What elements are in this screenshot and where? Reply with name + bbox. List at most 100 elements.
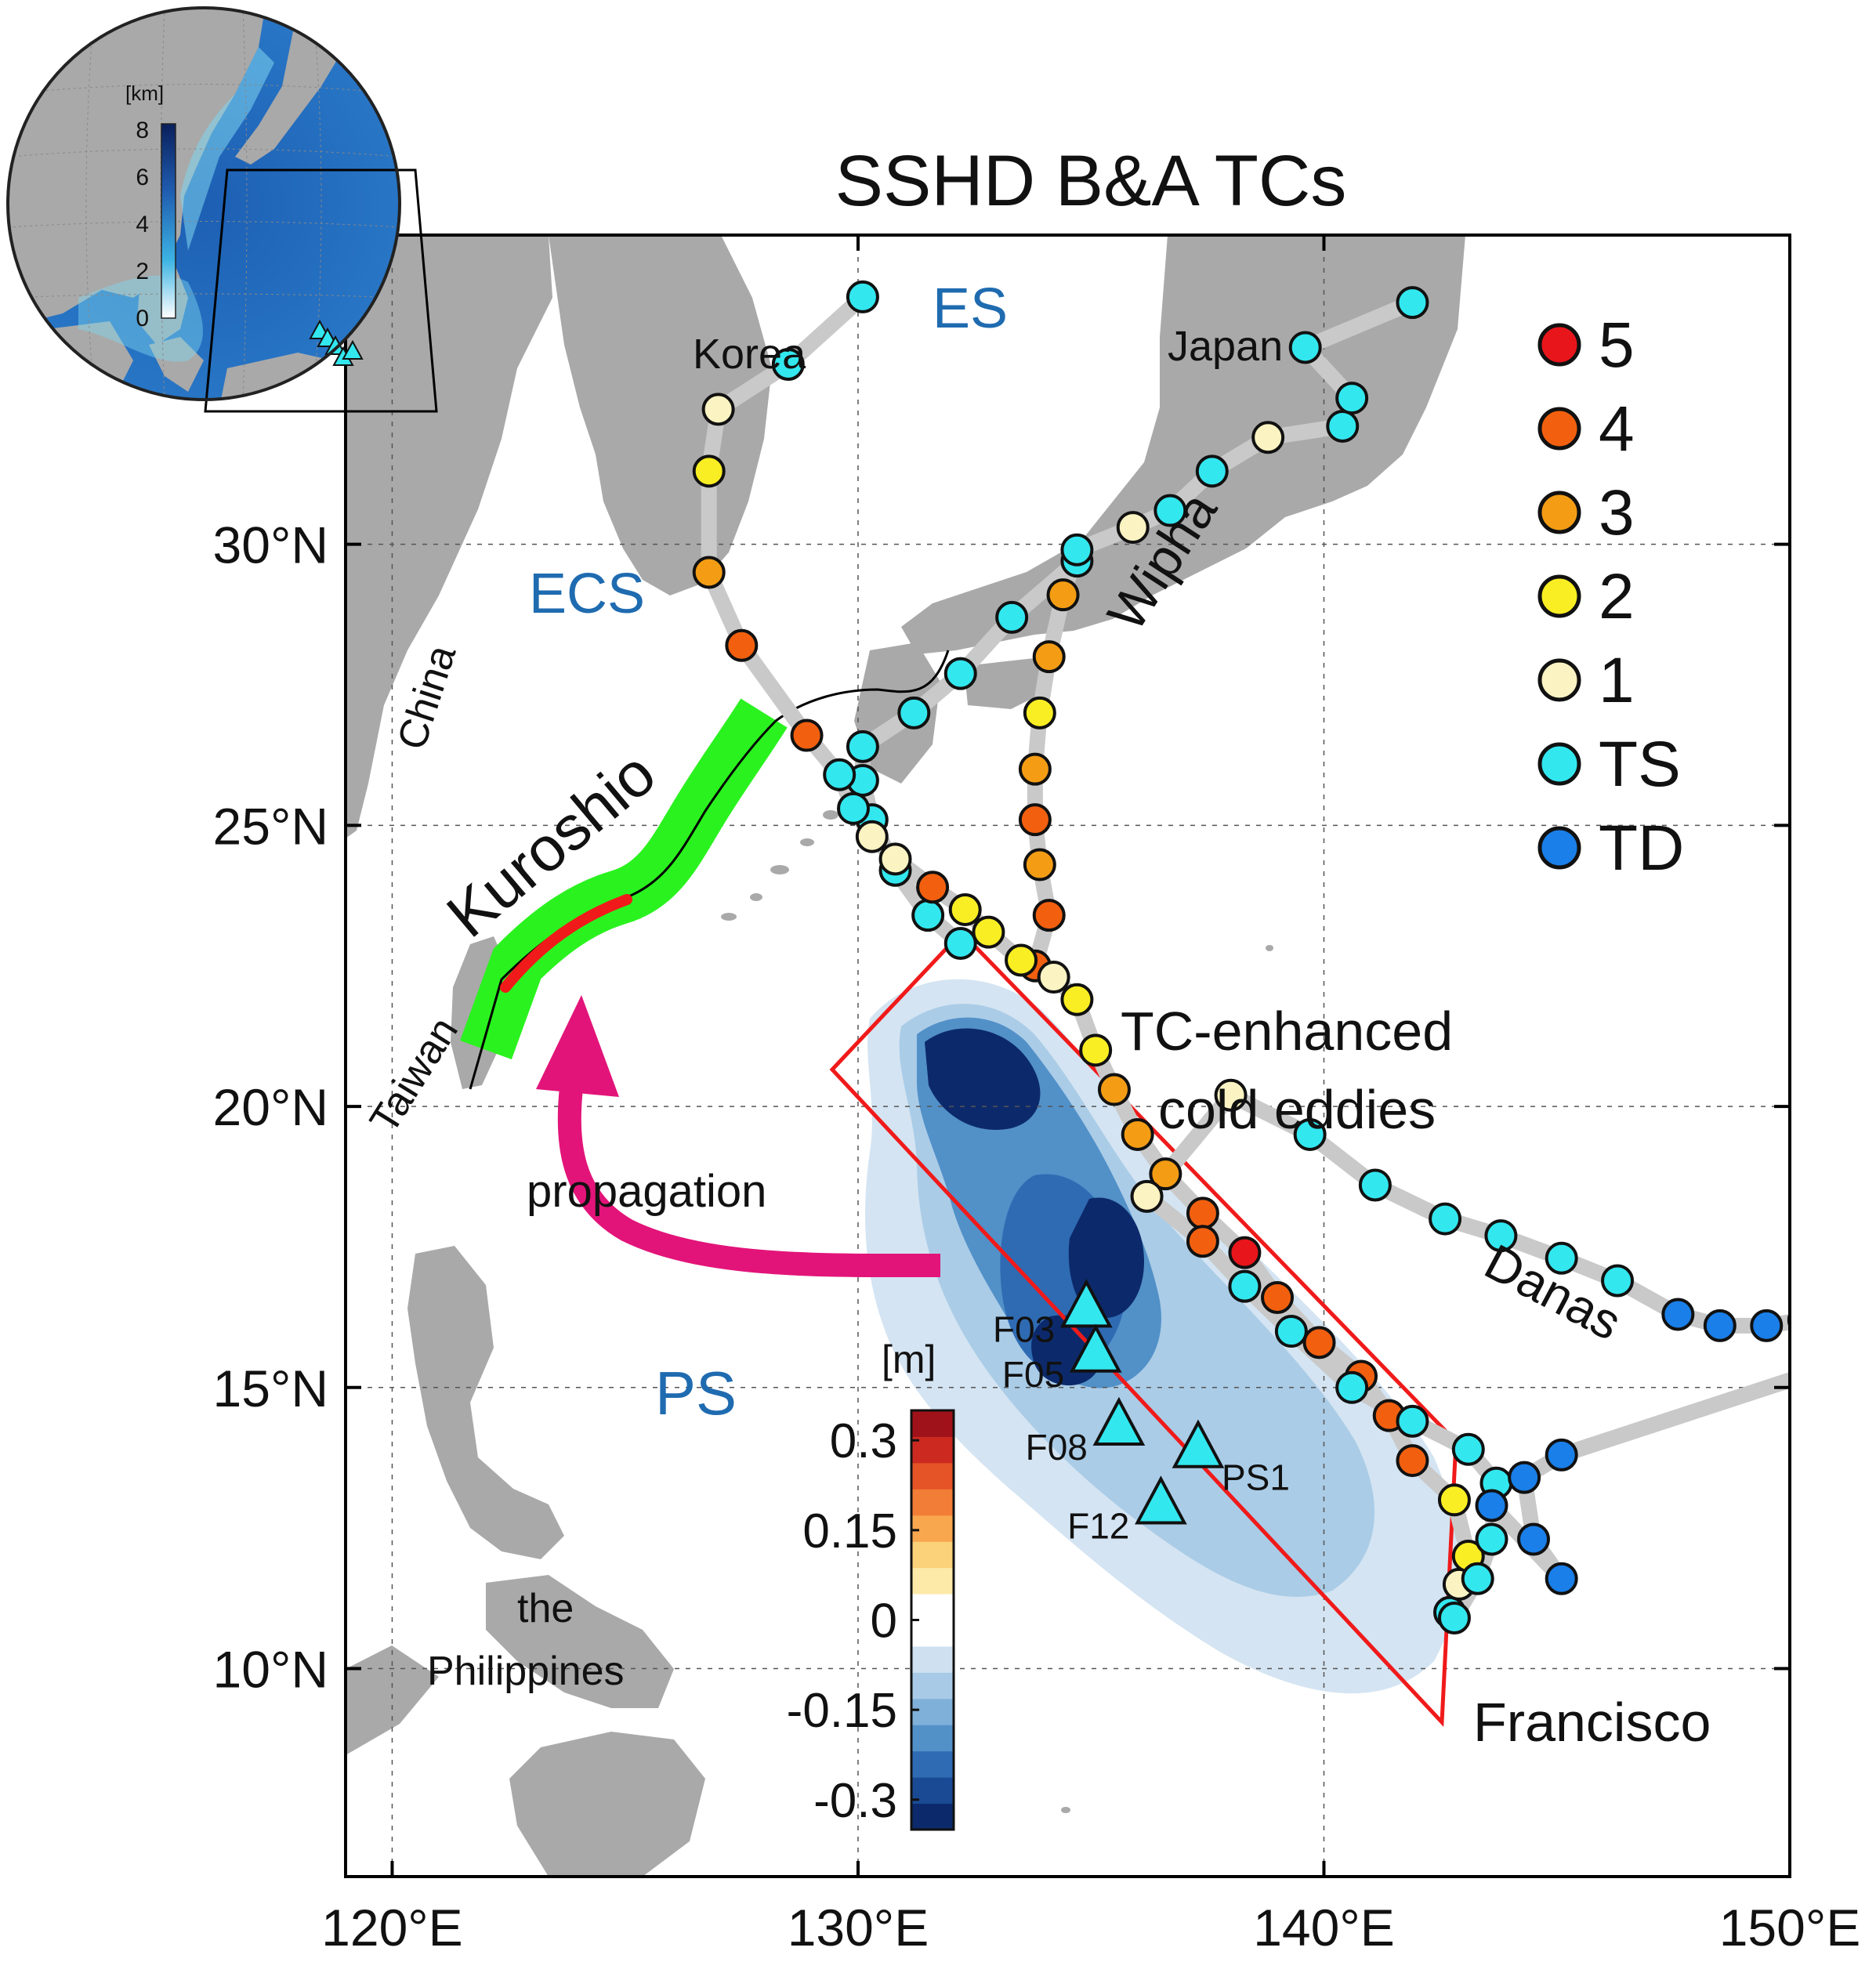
ssh-colorbar-segment: [911, 1725, 954, 1752]
legend-label: 5: [1599, 310, 1635, 381]
ssh-colorbar-segment: [911, 1645, 954, 1673]
tc-position-marker: [771, 348, 805, 382]
tc-position-marker: [701, 393, 735, 426]
tc-position-marker: [1121, 1117, 1154, 1151]
inset-depth-tick-label: 6: [136, 165, 149, 190]
lat-tick-label: 25°N: [213, 797, 328, 855]
legend-swatch: [1537, 742, 1581, 786]
tc-position-marker: [972, 915, 1005, 949]
station-label: F08: [1026, 1427, 1088, 1468]
label-ecs: ECS: [529, 563, 645, 625]
tc-position-marker: [692, 556, 726, 589]
tc-position-marker: [1060, 533, 1094, 567]
tc-position-marker: [855, 820, 889, 853]
tc-position-marker: [878, 842, 912, 876]
kuroshio-band: [460, 698, 788, 1059]
ssh-colorbar-segment: [911, 1462, 954, 1490]
tc-position-marker: [1545, 1562, 1578, 1595]
lon-tick-label: 130°E: [788, 1899, 929, 1957]
legend-label: 4: [1599, 393, 1635, 465]
land-japan-shikoku: [964, 658, 1050, 709]
inset-globe-outline: [6, 6, 401, 401]
tc-position-marker: [837, 791, 871, 825]
tc-position-marker: [1868, 1322, 1876, 1352]
legend-swatch: [1537, 407, 1581, 451]
tc-position-marker: [1228, 1269, 1262, 1303]
tc-position-marker: [1787, 1311, 1790, 1329]
lon-tick-label: 150°E: [1719, 1899, 1861, 1957]
lat-tick-label: 30°N: [213, 516, 328, 574]
ssh-colorbar-segment: [911, 1803, 954, 1830]
legend-swatch: [1537, 826, 1581, 870]
lat-tick-label: 20°N: [213, 1078, 328, 1136]
tc-position-marker: [1032, 640, 1066, 674]
tc-position-marker: [1601, 1264, 1635, 1298]
ssh-colorbar-segment: [911, 1567, 954, 1595]
ssh-colorbar-segment: [911, 1672, 954, 1700]
land-mindanao: [509, 1732, 705, 1877]
tc-position-marker: [1845, 1311, 1874, 1341]
tc-position-marker: [1261, 1281, 1295, 1315]
ssh-colorbar-segment: [911, 1620, 954, 1647]
kuroshio-current: [460, 650, 950, 1090]
inset-land-asia: [8, 8, 266, 329]
ssh-colorbar-tick-label: -0.15: [787, 1684, 897, 1738]
tc-position-marker: [1358, 1168, 1392, 1202]
land-islet: [1266, 945, 1273, 951]
tc-position-marker: [1335, 382, 1369, 415]
legend-label: TD: [1599, 813, 1684, 884]
ssh-colorbar-tick-label: 0.3: [830, 1414, 897, 1468]
inset-station-markers: [309, 319, 364, 366]
chart-title: SSHD B&A TCs: [835, 141, 1347, 221]
ssh-colorbar-segment: [911, 1541, 954, 1569]
inset-land-sulawesi: [149, 337, 204, 392]
tc-position-marker: [823, 758, 857, 791]
tc-position-marker: [1293, 1117, 1327, 1151]
tc-position-marker: [1018, 803, 1052, 837]
legend-label: 1: [1599, 645, 1635, 716]
legend-swatch: [1537, 574, 1581, 618]
tc-position-marker: [1545, 1241, 1578, 1275]
tc-position-marker: [1545, 1438, 1578, 1472]
label-korea: Korea: [693, 331, 806, 378]
land-china: [346, 235, 552, 838]
tc-position-marker: [1195, 454, 1229, 488]
station-marker: [1069, 1323, 1122, 1373]
tc-position-marker: [1274, 1315, 1308, 1348]
label-philippines-line2: Philippines: [427, 1649, 625, 1694]
ssh-colorbar-segment: [911, 1750, 954, 1778]
tc-position-marker: [1079, 1033, 1113, 1067]
tc-position-marker: [1149, 1157, 1182, 1191]
lon-tick-label: 120°E: [321, 1899, 463, 1957]
inset-depth-tick-label: 8: [136, 118, 149, 143]
ssh-colorbar-segment: [911, 1489, 954, 1516]
station-label: PS1: [1222, 1457, 1290, 1498]
tc-position-marker: [1060, 983, 1094, 1016]
tc-position-marker: [1214, 1078, 1248, 1112]
lat-tick-label: 15°N: [213, 1359, 328, 1417]
ssh-colorbar: [m] 0.3 0.15 0 -0.15 -0.3: [787, 1338, 955, 1831]
tc-position-marker: [1116, 511, 1150, 545]
label-japan: Japan: [1168, 323, 1283, 370]
label-es: ES: [933, 277, 1008, 340]
ssh-colorbar-tick-label: 0.15: [802, 1504, 897, 1558]
tc-position-marker: [1186, 1196, 1219, 1230]
station-label: F12: [1067, 1505, 1129, 1546]
legend-label: 3: [1599, 477, 1635, 548]
land-islet: [1061, 1807, 1070, 1813]
tc-position-marker: [1023, 696, 1056, 729]
lat-tick-label: 10°N: [213, 1641, 328, 1699]
tc-position-marker: [1037, 961, 1070, 994]
station-marker: [1092, 1396, 1146, 1446]
ssh-colorbar-segment: [911, 1698, 954, 1725]
inset-depth-bar: [161, 123, 176, 319]
tc-position-marker: [916, 871, 950, 904]
inset-study-area-box: [204, 168, 438, 413]
tc-position-marker: [725, 628, 759, 662]
legend: 5 4 3 2 1 TS TD: [1537, 310, 1684, 884]
ssh-colorbar-tick-label: -0.3: [813, 1774, 897, 1828]
station-marker: [1172, 1419, 1225, 1468]
tc-position-marker: [1023, 848, 1056, 881]
